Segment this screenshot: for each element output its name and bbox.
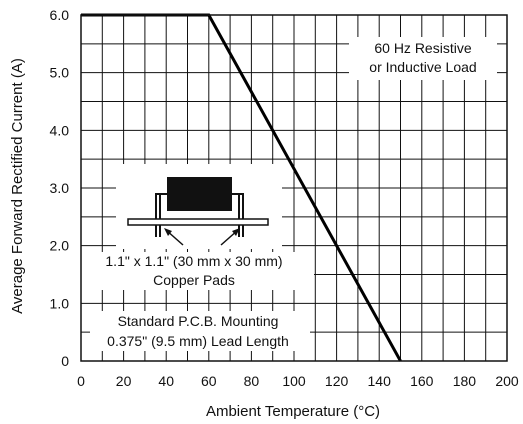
plot-border — [80, 14, 508, 362]
load-annotation: 60 Hz Resistive or Inductive Load — [349, 37, 497, 80]
mounting-illustration — [116, 164, 282, 249]
mounting-annotation-line-2: 0.375" (9.5 mm) Lead Length — [107, 333, 289, 349]
x-tick-label: 20 — [116, 373, 132, 389]
plot-frame — [80, 14, 508, 362]
mounting-annotation: Standard P.C.B. Mounting 0.375" (9.5 mm)… — [90, 311, 310, 351]
pad-arrow-left-head-icon — [164, 228, 172, 236]
pcb-board — [127, 218, 269, 226]
y-tick-label: 3.0 — [50, 180, 70, 196]
mounting-annotation-box — [90, 311, 310, 351]
y-tick-label: 5.0 — [50, 65, 70, 81]
load-annotation-box — [349, 37, 497, 80]
pads-annotation-box — [76, 252, 314, 290]
x-tick-label: 180 — [453, 373, 477, 389]
diode-leads — [155, 193, 244, 237]
x-tick-label: 80 — [244, 373, 260, 389]
x-axis-title: Ambient Temperature (°C) — [206, 403, 380, 420]
y-axis-title: Average Forward Rectified Current (A) — [9, 58, 26, 314]
y-tick-label: 6.0 — [50, 7, 70, 23]
x-tick-label: 60 — [201, 373, 217, 389]
y-tick-label: 4.0 — [50, 122, 70, 138]
load-annotation-line-1: 60 Hz Resistive — [374, 40, 471, 56]
pads-annotation-line-2: Copper Pads — [153, 272, 235, 288]
pads-annotation: 1.1" x 1.1" (30 mm x 30 mm) Copper Pads — [76, 252, 314, 290]
y-tick-label: 2.0 — [50, 238, 70, 254]
tick-labels: 0 20 40 60 80 100 120 140 160 180 200 0 1.0 2.0 3.0 4.0… — [50, 7, 519, 389]
pad-arrow-right-head-icon — [232, 228, 240, 236]
x-tick-label: 140 — [368, 373, 392, 389]
pads-annotation-line-1: 1.1" x 1.1" (30 mm x 30 mm) — [105, 253, 282, 269]
x-tick-label: 40 — [158, 373, 174, 389]
x-tick-label: 200 — [495, 373, 519, 389]
x-tick-label: 100 — [282, 373, 306, 389]
x-tick-label: 120 — [325, 373, 349, 389]
x-tick-label: 0 — [77, 373, 85, 389]
y-tick-label: 1.0 — [50, 295, 70, 311]
load-annotation-line-2: or Inductive Load — [369, 59, 476, 75]
x-tick-label: 160 — [410, 373, 434, 389]
diode-body — [167, 177, 232, 211]
mounting-annotation-line-1: Standard P.C.B. Mounting — [118, 313, 279, 329]
y-tick-label: 0 — [61, 353, 69, 369]
